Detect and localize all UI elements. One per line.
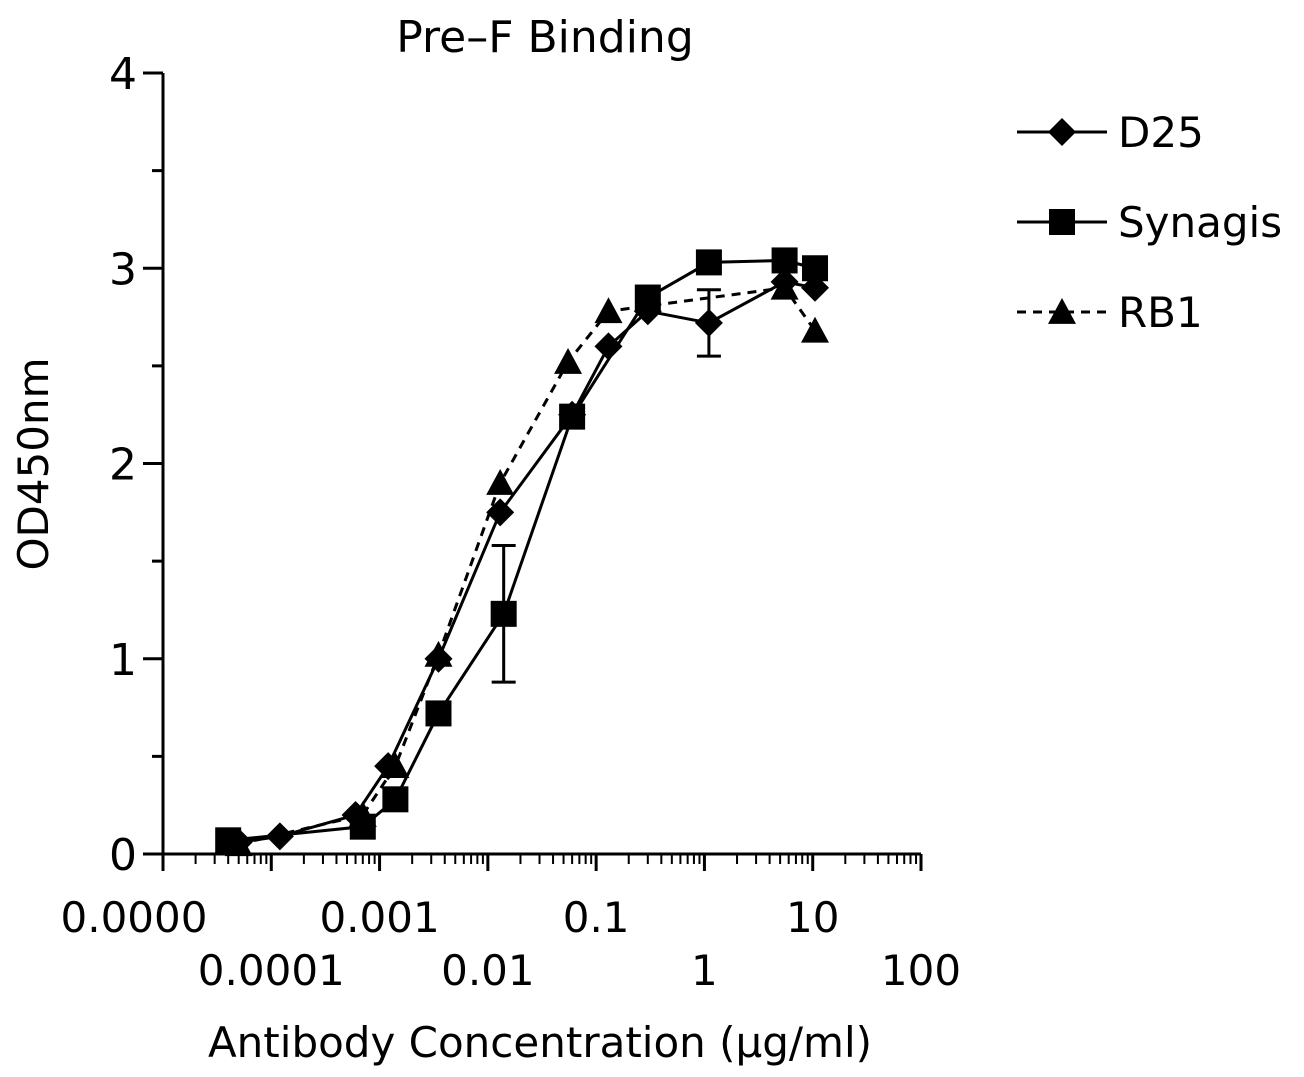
legend-item-rb1: RB1 bbox=[1017, 288, 1203, 337]
data-point-triangle bbox=[381, 752, 410, 779]
legend-marker-triangle bbox=[1048, 298, 1076, 324]
data-point-triangle bbox=[801, 316, 830, 343]
series-rb1 bbox=[224, 273, 830, 857]
data-point-square bbox=[695, 249, 722, 276]
y-tick-label: 2 bbox=[109, 440, 137, 491]
x-tick-label: 0.01 bbox=[441, 946, 535, 995]
legend-marker-square bbox=[1049, 209, 1075, 235]
x-tick-label: 1 bbox=[691, 946, 718, 995]
x-tick-label: 0.1 bbox=[563, 893, 630, 942]
x-tick-label: 0.0000 bbox=[61, 893, 208, 942]
y-tick-label: 3 bbox=[109, 244, 137, 295]
x-tick-label: 0.0001 bbox=[198, 946, 345, 995]
data-point-triangle bbox=[424, 640, 453, 667]
x-tick-label: 10 bbox=[786, 893, 839, 942]
data-point-diamond bbox=[486, 498, 515, 527]
y-tick-label: 0 bbox=[109, 830, 137, 881]
y-axis-ticks: 0 1 2 3 4 bbox=[109, 49, 163, 881]
series-line bbox=[238, 286, 817, 846]
series-d25 bbox=[224, 267, 830, 857]
legend-label: Synagis bbox=[1118, 198, 1282, 247]
series-line bbox=[228, 258, 816, 842]
chart-title: Pre–F Binding bbox=[396, 12, 694, 63]
y-tick-label: 4 bbox=[109, 49, 137, 100]
data-point-square bbox=[425, 700, 452, 727]
data-point-square bbox=[802, 255, 829, 282]
legend-item-synagis: Synagis bbox=[1017, 198, 1282, 247]
data-point-square bbox=[771, 247, 798, 274]
x-axis-ticks: 0.0000 0.001 0.1 10 0.0001 0.01 1 100 bbox=[61, 854, 961, 995]
legend-marker-diamond bbox=[1048, 118, 1076, 146]
y-axis: 0 1 2 3 4 bbox=[109, 49, 165, 881]
x-axis-label: Antibody Concentration (μg/ml) bbox=[208, 1018, 872, 1067]
data-point-diamond bbox=[594, 332, 623, 361]
data-point-triangle bbox=[224, 830, 253, 857]
data-point-square bbox=[559, 403, 586, 430]
data-point-triangle bbox=[594, 297, 623, 324]
legend-label: D25 bbox=[1118, 108, 1204, 157]
data-point-triangle bbox=[348, 800, 377, 827]
x-tick-label: 100 bbox=[881, 946, 961, 995]
data-point-square bbox=[490, 600, 517, 627]
y-axis-label: OD450nm bbox=[9, 357, 58, 570]
x-axis: 0.0000 0.001 0.1 10 0.0001 0.01 1 100 bbox=[61, 852, 961, 995]
series-line bbox=[238, 280, 816, 844]
legend-item-d25: D25 bbox=[1017, 108, 1204, 157]
data-point-triangle bbox=[554, 347, 583, 374]
data-point-diamond bbox=[694, 308, 723, 337]
x-tick-label: 0.001 bbox=[319, 893, 439, 942]
data-point-triangle bbox=[486, 469, 515, 495]
y-tick-label: 1 bbox=[109, 635, 137, 686]
data-point-triangle bbox=[770, 273, 799, 300]
plot-series bbox=[215, 247, 830, 857]
legend: D25 Synagis RB1 bbox=[1017, 108, 1282, 337]
series-synagis bbox=[215, 247, 829, 854]
legend-label: RB1 bbox=[1118, 288, 1203, 337]
data-point-square bbox=[382, 786, 409, 813]
